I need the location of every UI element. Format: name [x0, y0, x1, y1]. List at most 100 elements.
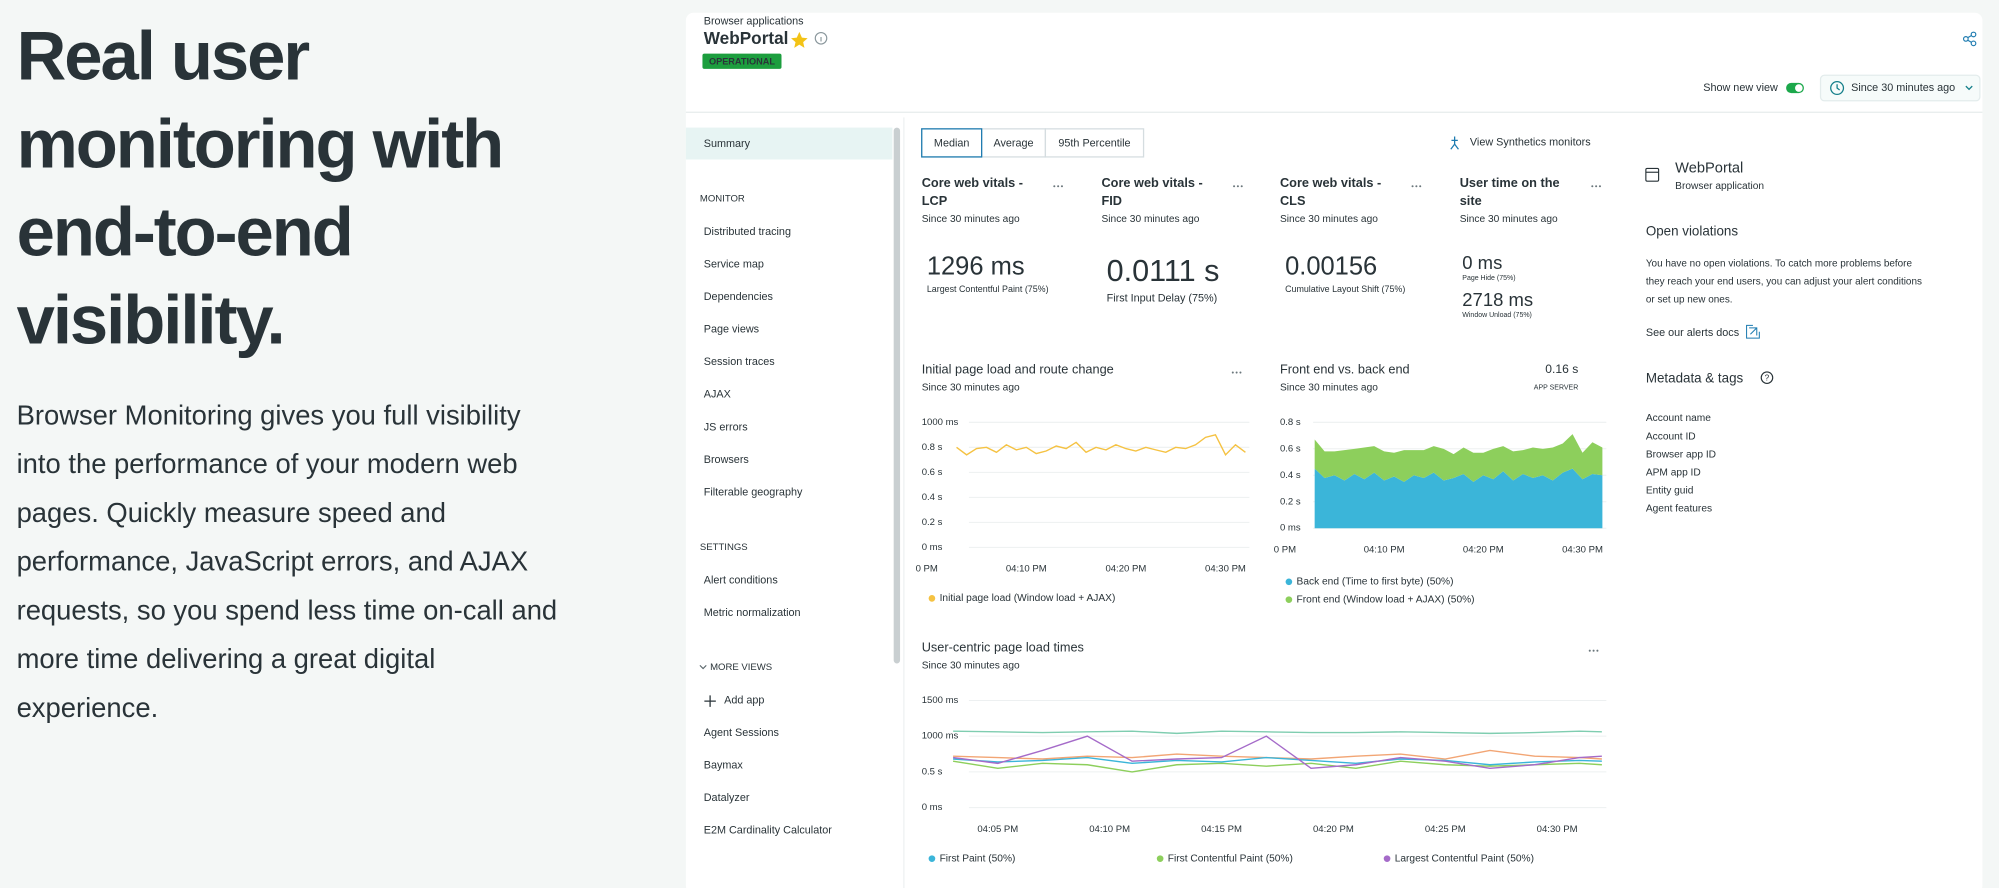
synthetics-link[interactable]: View Synthetics monitors [1470, 137, 1591, 149]
series-line [952, 760, 1602, 773]
hero-description: pages. Quickly measure speed and [17, 497, 446, 528]
show-new-view: Show new view [1703, 82, 1778, 94]
chart-subtitle: Since 30 minutes ago [922, 383, 1020, 394]
series-area [1314, 434, 1603, 482]
favorite-star[interactable] [791, 31, 808, 48]
x-tick-label: 04:25 PM [1425, 824, 1466, 835]
info-icon[interactable] [814, 31, 828, 45]
x-tick-label: 04:10 PM [1006, 564, 1047, 575]
menu-dot [1235, 371, 1238, 374]
hero-title: visibility. [17, 282, 284, 359]
menu-dot [1415, 185, 1418, 188]
nav-section-title: MONITOR [700, 194, 745, 205]
nav-item[interactable]: Baymax [704, 759, 744, 771]
vital-title: CLS [1280, 193, 1305, 208]
status-label: OPERATIONAL [709, 56, 775, 66]
hero-description: Browser Monitoring gives you full visibi… [17, 399, 521, 430]
legend-swatch [1156, 855, 1164, 862]
x-tick-label: 04:30 PM [1562, 544, 1603, 555]
chart-title[interactable]: User-centric page load times [922, 640, 1084, 655]
y-tick-label: 1000 ms [922, 417, 959, 428]
summary-highlight[interactable] [685, 127, 893, 160]
app-panel [685, 12, 1983, 888]
series-line [953, 756, 1602, 766]
y-tick-label: 0.6 s [922, 467, 943, 478]
vital-subtitle: Since 30 minutes ago [922, 214, 1020, 225]
nav-item[interactable]: Browsers [704, 454, 750, 466]
x-tick-label: 04:20 PM [1313, 824, 1354, 835]
nav-item[interactable]: Agent Sessions [704, 727, 780, 739]
synthetics-icon [1450, 136, 1459, 150]
collapse-chevron[interactable] [699, 664, 707, 670]
hero-description: performance, JavaScript errors, and AJAX [17, 546, 529, 577]
nav-item[interactable]: Filterable geography [704, 486, 803, 498]
nav-item[interactable]: Page views [704, 324, 760, 336]
legend-label: Largest Contentful Paint (50%) [1395, 853, 1534, 864]
series-line [953, 730, 1602, 735]
x-tick-label: 04:05 PM [977, 824, 1018, 835]
nav-item[interactable]: Distributed tracing [704, 226, 791, 238]
vital-value: 1296 ms [927, 253, 1025, 281]
x-tick-label: 04:20 PM [1105, 564, 1146, 575]
menu-dot [1588, 649, 1591, 652]
hero-description: more time delivering a great digital [17, 643, 436, 674]
vital-title: site [1460, 193, 1482, 208]
chart-title[interactable]: Front end vs. back end [1280, 361, 1410, 376]
chart-title[interactable]: Initial page load and route change [922, 361, 1114, 376]
menu-dot [1233, 185, 1236, 188]
side-violations-text: or set up new ones. [1646, 294, 1733, 305]
help-icon-mark: ? [1765, 373, 1770, 382]
y-tick-label: 0.8 s [1280, 417, 1301, 428]
tab-label[interactable]: Average [993, 137, 1033, 149]
tab-box[interactable] [1044, 128, 1145, 158]
side-metadata-item: Agent features [1646, 504, 1712, 515]
nav-item[interactable]: JS errors [704, 421, 748, 433]
nav-item[interactable]: Add app [724, 694, 764, 706]
y-tick-label: 0.4 s [922, 492, 943, 503]
side-metadata-item: Browser app ID [1646, 449, 1716, 460]
y-tick-label: 1000 ms [922, 731, 959, 742]
legend-label: First Paint (50%) [940, 853, 1016, 864]
y-tick-label: 0.2 s [1280, 496, 1301, 507]
series-line [953, 735, 1602, 770]
vital-caption: Largest Contentful Paint (75%) [927, 284, 1049, 294]
x-tick-label: 04:10 PM [1364, 544, 1405, 555]
help-icon[interactable] [1760, 371, 1774, 384]
side-alerts-link[interactable]: See our alerts docs [1646, 327, 1740, 339]
vital-subtitle: Since 30 minutes ago [1280, 214, 1378, 225]
nav-item[interactable]: Datalyzer [704, 792, 750, 804]
vital-title: Core web vitals - [1280, 175, 1381, 190]
y-tick-label: 0 ms [922, 542, 943, 553]
tab-label[interactable]: 95th Percentile [1058, 137, 1130, 149]
share-icon[interactable] [1962, 31, 1977, 47]
x-tick-label: 04:30 PM [1205, 564, 1246, 575]
side-violations-text: they reach your end users, you can adjus… [1646, 277, 1922, 288]
toggle-knob [1795, 84, 1803, 92]
hero-description: into the performance of your modern web [17, 448, 518, 479]
tab-label[interactable]: Median [934, 137, 970, 149]
nav-item[interactable]: E2M Cardinality Calculator [704, 824, 833, 836]
chart-annotation-label: APP SERVER [1534, 385, 1578, 392]
nav-item[interactable]: Session traces [704, 356, 776, 368]
scrollbar[interactable] [893, 127, 901, 664]
x-tick-label: 04:30 PM [1537, 824, 1578, 835]
legend-swatch [928, 855, 936, 862]
legend-label: Initial page load (Window load + AJAX) [940, 593, 1116, 604]
nav-item[interactable]: Dependencies [704, 291, 774, 303]
chart-subtitle: Since 30 minutes ago [1280, 383, 1378, 394]
vital-caption: Cumulative Layout Shift (75%) [1285, 284, 1405, 294]
nav-item[interactable]: Metric normalization [704, 607, 801, 619]
nav-item[interactable]: Alert conditions [704, 574, 779, 586]
nav-summary[interactable]: Summary [704, 138, 751, 150]
time-picker[interactable] [1819, 74, 1981, 102]
y-tick-label: 1500 ms [922, 695, 959, 706]
menu-dot [1592, 649, 1595, 652]
series-area [1314, 468, 1603, 529]
nav-item[interactable]: Service map [704, 259, 764, 271]
menu-dot [1598, 185, 1601, 188]
legend-label: Back end (Time to first byte) (50%) [1297, 576, 1454, 587]
nav-item[interactable]: AJAX [704, 389, 731, 401]
vital-value: 0.0111 s [1107, 254, 1220, 288]
vital-caption: Window Unload (75%) [1462, 312, 1532, 319]
vital-title: FID [1101, 193, 1122, 208]
